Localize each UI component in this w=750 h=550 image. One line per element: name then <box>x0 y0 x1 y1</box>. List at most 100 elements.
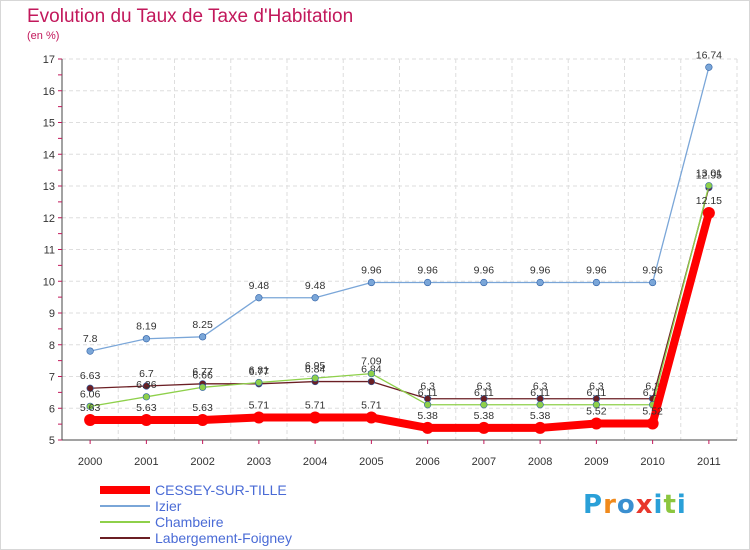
series-line-cessey-sur-tille <box>90 211 713 432</box>
logo-letter: i <box>676 490 687 520</box>
data-label: 5.38 <box>417 410 438 422</box>
data-label: 12.15 <box>696 195 722 207</box>
y-tick-label: 17 <box>43 54 55 66</box>
data-point <box>424 401 432 409</box>
data-label: 6.66 <box>192 369 213 381</box>
data-label: 16.74 <box>696 49 722 61</box>
data-label: 6.7 <box>139 368 154 380</box>
data-label: 6.3 <box>533 381 548 393</box>
data-point <box>199 383 207 391</box>
data-point <box>196 413 209 426</box>
data-label: 5.71 <box>249 399 270 411</box>
data-label: 6.84 <box>361 364 382 376</box>
logo-letter: t <box>663 490 677 520</box>
data-point <box>534 421 547 434</box>
x-tick-label: 2000 <box>78 456 102 468</box>
y-tick-label: 8 <box>49 340 55 352</box>
legend-swatch <box>100 521 150 523</box>
data-label: 6.11 <box>530 387 550 399</box>
data-label: 6.11 <box>474 387 494 399</box>
data-label: 9.96 <box>586 265 607 277</box>
legend-label: CESSEY-SUR-TILLE <box>155 482 287 498</box>
data-point <box>367 278 375 287</box>
data-label: 8.19 <box>136 321 157 333</box>
data-label: 6.3 <box>420 381 435 393</box>
legend-label: Izier <box>155 498 182 514</box>
data-label: 9.96 <box>474 265 495 277</box>
data-label: 5.71 <box>361 399 382 411</box>
legend-label: Chambeire <box>155 514 224 530</box>
data-label: 6.77 <box>192 366 213 378</box>
data-label: 9.96 <box>530 265 551 277</box>
data-label: 7.09 <box>361 356 382 368</box>
data-label: 9.96 <box>642 265 663 277</box>
y-tick-label: 14 <box>43 149 55 161</box>
data-point <box>590 417 603 430</box>
data-point <box>592 278 600 287</box>
data-point <box>536 278 544 287</box>
y-tick-label: 6 <box>49 403 55 415</box>
data-point <box>140 413 153 426</box>
y-tick-label: 12 <box>43 213 55 225</box>
legend-swatch <box>100 505 150 507</box>
data-label: 5.52 <box>642 405 663 417</box>
y-tick-label: 13 <box>43 181 55 193</box>
legend-swatch <box>100 537 150 539</box>
data-point <box>365 411 378 424</box>
data-point <box>142 393 150 401</box>
data-point <box>480 401 488 409</box>
data-point <box>252 411 265 424</box>
data-label: 6.63 <box>80 370 101 382</box>
data-point <box>702 206 715 219</box>
data-point <box>255 378 263 387</box>
y-tick-label: 11 <box>44 245 55 257</box>
data-point <box>480 278 488 287</box>
data-point <box>646 417 659 430</box>
data-point <box>199 333 207 341</box>
x-tick-label: 2006 <box>415 456 439 468</box>
data-label: 13.01 <box>696 168 722 180</box>
data-label: 6.11 <box>587 387 607 399</box>
data-point <box>311 294 319 302</box>
data-point <box>705 182 713 190</box>
logo-letter: r <box>603 490 617 520</box>
data-label: 12.95 <box>696 170 722 182</box>
logo-letter: o <box>616 490 636 520</box>
x-tick-label: 2004 <box>303 456 327 468</box>
data-label: 6.95 <box>305 360 326 372</box>
data-point <box>536 401 544 409</box>
logo-letter: x <box>635 490 654 520</box>
y-tick-label: 16 <box>43 86 55 98</box>
data-point <box>477 421 490 434</box>
data-label: 9.96 <box>361 265 382 277</box>
data-point <box>649 278 657 287</box>
data-point <box>86 384 94 392</box>
x-tick-label: 2003 <box>247 456 271 468</box>
data-label: 5.63 <box>80 402 101 414</box>
x-tick-label: 2011 <box>697 456 721 468</box>
x-tick-label: 2007 <box>472 456 496 468</box>
data-point <box>86 402 94 410</box>
data-label: 6.3 <box>589 381 604 393</box>
series-line-chambeire <box>90 185 710 407</box>
data-label: 6.36 <box>136 379 157 391</box>
data-label: 6.81 <box>249 365 270 377</box>
proxiti-logo: Proxiti <box>583 490 687 520</box>
legend-label: Labergement-Foigney <box>155 530 292 546</box>
data-point <box>311 374 319 382</box>
y-tick-label: 7 <box>49 372 55 384</box>
data-point <box>142 335 150 343</box>
data-label: 6.11 <box>418 387 438 399</box>
series-line-labergement-foigney <box>90 187 710 400</box>
x-tick-label: 2009 <box>584 456 608 468</box>
data-label: 5.38 <box>474 410 495 422</box>
data-label: 6.06 <box>80 388 101 400</box>
chart-subtitle: (en %) <box>27 30 60 42</box>
logo-letter: i <box>653 490 664 520</box>
data-point <box>592 401 600 409</box>
y-tick-label: 15 <box>43 118 55 130</box>
data-point <box>421 421 434 434</box>
data-point <box>86 347 94 355</box>
data-point <box>84 413 97 426</box>
